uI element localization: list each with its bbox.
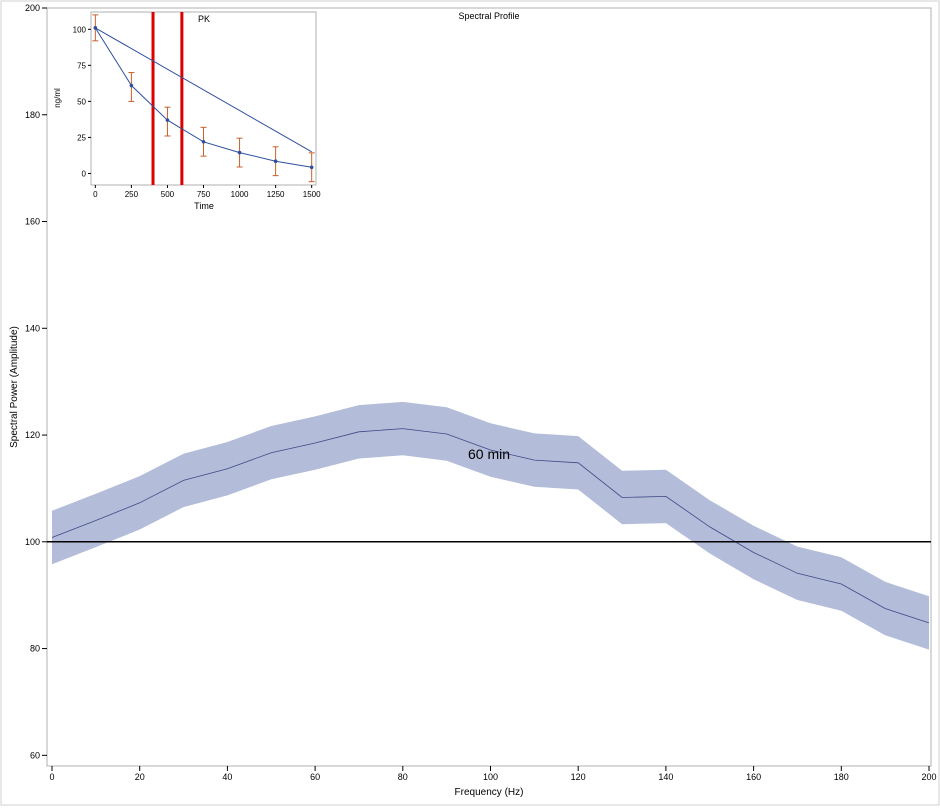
inset-y-axis-label: ng/ml bbox=[53, 88, 62, 108]
inset-x-tick-label: 750 bbox=[197, 190, 211, 199]
y-tick-label: 120 bbox=[25, 430, 40, 440]
y-tick-label: 80 bbox=[30, 644, 40, 654]
x-tick-label: 140 bbox=[658, 772, 673, 782]
inset-y-tick-label: 50 bbox=[77, 97, 86, 106]
inset-y-axis: 0 25 50 75 100 bbox=[73, 25, 91, 178]
main-annotation: 60 min bbox=[468, 446, 510, 462]
data-point bbox=[237, 150, 242, 155]
inset-y-tick-label: 75 bbox=[77, 61, 86, 70]
x-tick-label: 60 bbox=[310, 772, 320, 782]
x-tick-label: 80 bbox=[398, 772, 408, 782]
main-chart-title: Spectral Profile bbox=[458, 11, 519, 21]
main-band-layer bbox=[52, 401, 929, 650]
data-point bbox=[273, 159, 278, 164]
x-tick-label: 40 bbox=[222, 772, 232, 782]
data-point bbox=[165, 118, 170, 122]
inset-vertical-lines bbox=[151, 12, 184, 185]
x-tick-label: 180 bbox=[834, 772, 849, 782]
data-point bbox=[309, 165, 314, 170]
main-y-axis: 60 80 100 120 140 160 180 200 bbox=[25, 3, 47, 760]
inset-errorbar-layer bbox=[92, 14, 315, 183]
main-x-axis: 0 20 40 60 80 100 120 140 160 180 200 bbox=[49, 766, 937, 782]
inset-series-line bbox=[95, 27, 312, 153]
main-x-axis-label: Frequency (Hz) bbox=[455, 787, 524, 798]
inset-x-axis-label: Time bbox=[194, 201, 214, 211]
y-tick-label: 200 bbox=[25, 3, 40, 13]
inset-y-tick-label: 100 bbox=[73, 25, 87, 34]
inset-plot-frame bbox=[90, 11, 317, 186]
y-tick-label: 100 bbox=[25, 537, 40, 547]
inset-x-tick-label: 1000 bbox=[231, 190, 249, 199]
x-tick-label: 100 bbox=[483, 772, 498, 782]
inset-y-tick-label: 0 bbox=[82, 169, 87, 178]
x-tick-label: 160 bbox=[746, 772, 761, 782]
x-tick-label: 0 bbox=[49, 772, 54, 782]
x-tick-label: 200 bbox=[921, 772, 936, 782]
series-line bbox=[51, 428, 930, 624]
data-point bbox=[129, 83, 134, 88]
confidence-band bbox=[52, 401, 929, 650]
inset-x-tick-label: 1500 bbox=[303, 190, 321, 199]
inset-chart-title: PK bbox=[198, 14, 210, 24]
x-tick-label: 120 bbox=[571, 772, 586, 782]
inset-x-axis: 0 250 500 750 1000 1250 1500 bbox=[93, 185, 321, 199]
y-tick-label: 140 bbox=[25, 323, 40, 333]
inset-x-tick-label: 250 bbox=[125, 190, 139, 199]
inset-x-tick-label: 1250 bbox=[267, 190, 285, 199]
inset-x-tick-label: 500 bbox=[161, 190, 175, 199]
main-plot-frame bbox=[46, 7, 932, 767]
data-point bbox=[201, 139, 206, 144]
main-line-layer bbox=[51, 428, 930, 624]
x-tick-label: 20 bbox=[135, 772, 145, 782]
y-tick-label: 60 bbox=[30, 750, 40, 760]
inset-x-tick-label: 0 bbox=[93, 190, 98, 199]
y-tick-label: 180 bbox=[25, 110, 40, 120]
y-tick-label: 160 bbox=[25, 217, 40, 227]
main-y-axis-label: Spectral Power (Amplitude) bbox=[9, 326, 20, 448]
data-point bbox=[93, 26, 98, 30]
inset-y-tick-label: 25 bbox=[77, 133, 86, 142]
